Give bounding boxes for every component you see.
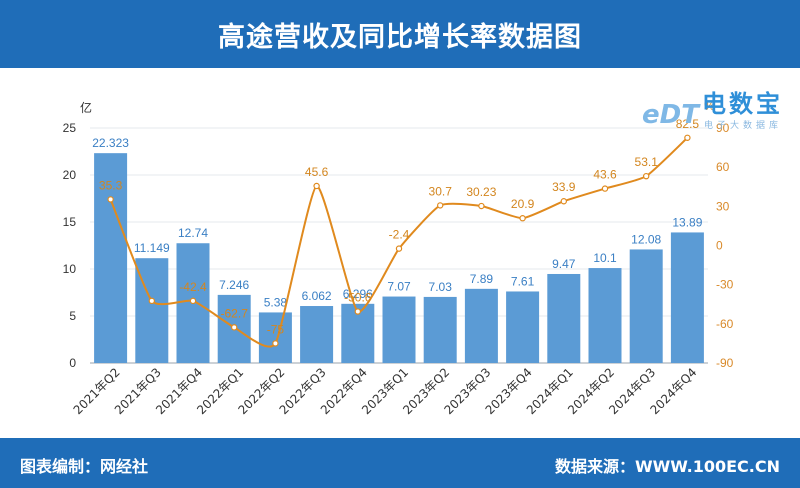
growth-label: 30.23 xyxy=(466,185,496,199)
growth-label: -50.6 xyxy=(344,291,372,305)
y-tick-right: 30 xyxy=(716,199,730,213)
y-tick-right: -90 xyxy=(716,356,734,370)
y-tick-left: 25 xyxy=(63,121,77,135)
growth-point xyxy=(437,202,444,209)
growth-point xyxy=(313,182,320,190)
footer-bar: 图表编制：网经社 数据来源：WWW.100EC.CN xyxy=(0,438,800,488)
growth-label: -62.7 xyxy=(221,306,249,320)
bar xyxy=(300,306,334,363)
bar xyxy=(258,312,292,363)
growth-label: 33.9 xyxy=(552,180,576,194)
growth-label: 53.1 xyxy=(635,155,659,169)
logo-subtitle: 电子大数据库 xyxy=(704,121,783,131)
growth-point xyxy=(230,324,238,331)
logo: eDT 电数宝 电子大数据库 xyxy=(636,76,794,136)
growth-label: 45.6 xyxy=(305,165,329,179)
bar-label: 9.47 xyxy=(552,257,576,271)
bar-label: 12.74 xyxy=(178,226,208,240)
bar-label: 7.07 xyxy=(387,280,411,294)
bar xyxy=(629,249,663,363)
bar xyxy=(506,291,540,363)
growth-point xyxy=(354,308,361,315)
growth-label: 43.6 xyxy=(593,168,617,182)
growth-point xyxy=(395,245,403,252)
bar-label: 13.89 xyxy=(672,215,702,229)
page-title: 高途营收及同比增长率数据图 xyxy=(218,21,582,53)
growth-point xyxy=(560,198,568,205)
header-bar: 高途营收及同比增长率数据图 xyxy=(0,0,800,68)
bar-label: 6.062 xyxy=(302,289,332,303)
bar-label: 7.03 xyxy=(429,280,453,294)
y-tick-left: 5 xyxy=(69,309,76,323)
footer-source: 数据来源：WWW.100EC.CN xyxy=(554,457,780,476)
y-tick-left: 15 xyxy=(63,215,77,229)
bar-label: 7.89 xyxy=(470,272,494,286)
growth-label: -2.4 xyxy=(389,228,410,242)
bar xyxy=(94,153,128,363)
bar-label: 10.1 xyxy=(593,251,617,265)
bar-label: 5.38 xyxy=(264,295,288,309)
logo-brand: 电数宝 xyxy=(702,90,783,118)
bar xyxy=(547,273,581,363)
growth-point xyxy=(684,134,691,141)
growth-point xyxy=(189,297,197,305)
growth-point xyxy=(478,202,485,210)
y-unit-left: 亿 xyxy=(80,100,92,115)
logo-mark: eDT xyxy=(642,100,699,130)
y-tick-right: -60 xyxy=(716,317,734,331)
growth-label: 30.7 xyxy=(429,184,453,198)
growth-line xyxy=(109,137,689,348)
growth-point xyxy=(601,185,609,192)
y-unit-right: % xyxy=(704,99,715,113)
footer-credit: 图表编制：网经社 xyxy=(20,457,149,476)
growth-label: -42.4 xyxy=(179,280,207,294)
revenue-chart: 0 5 10 15 20 25亿 -90 -60 -30 0 30 60 90% 22.323 11.149… xyxy=(63,99,734,417)
growth-label: -75 xyxy=(267,322,285,336)
bar-label: 22.323 xyxy=(92,136,129,150)
y-tick-left: 20 xyxy=(63,168,77,182)
y-tick-right: 60 xyxy=(716,160,730,174)
growth-label: 20.9 xyxy=(511,197,535,211)
growth-point xyxy=(519,215,526,222)
bar xyxy=(423,296,457,363)
growth-label: 35.3 xyxy=(99,178,123,192)
bar-label: 7.246 xyxy=(219,278,249,292)
growth-point xyxy=(272,340,279,347)
growth-point xyxy=(643,172,650,180)
bar xyxy=(670,232,704,363)
bar-label: 7.61 xyxy=(511,274,535,288)
growth-point xyxy=(107,196,114,203)
growth-point xyxy=(148,297,155,305)
growth-label: 82.5 xyxy=(676,117,700,131)
y-tick-right: 0 xyxy=(716,239,723,253)
bar-label: 11.149 xyxy=(134,241,170,255)
y-tick-right: -30 xyxy=(716,278,734,292)
y-tick-left: 10 xyxy=(63,262,77,276)
bar-label: 12.08 xyxy=(631,232,661,246)
y-tick-left: 0 xyxy=(69,356,76,370)
bar xyxy=(464,288,498,363)
bar xyxy=(588,268,622,363)
bar xyxy=(382,296,416,363)
y-tick-right: 90 xyxy=(716,121,730,135)
